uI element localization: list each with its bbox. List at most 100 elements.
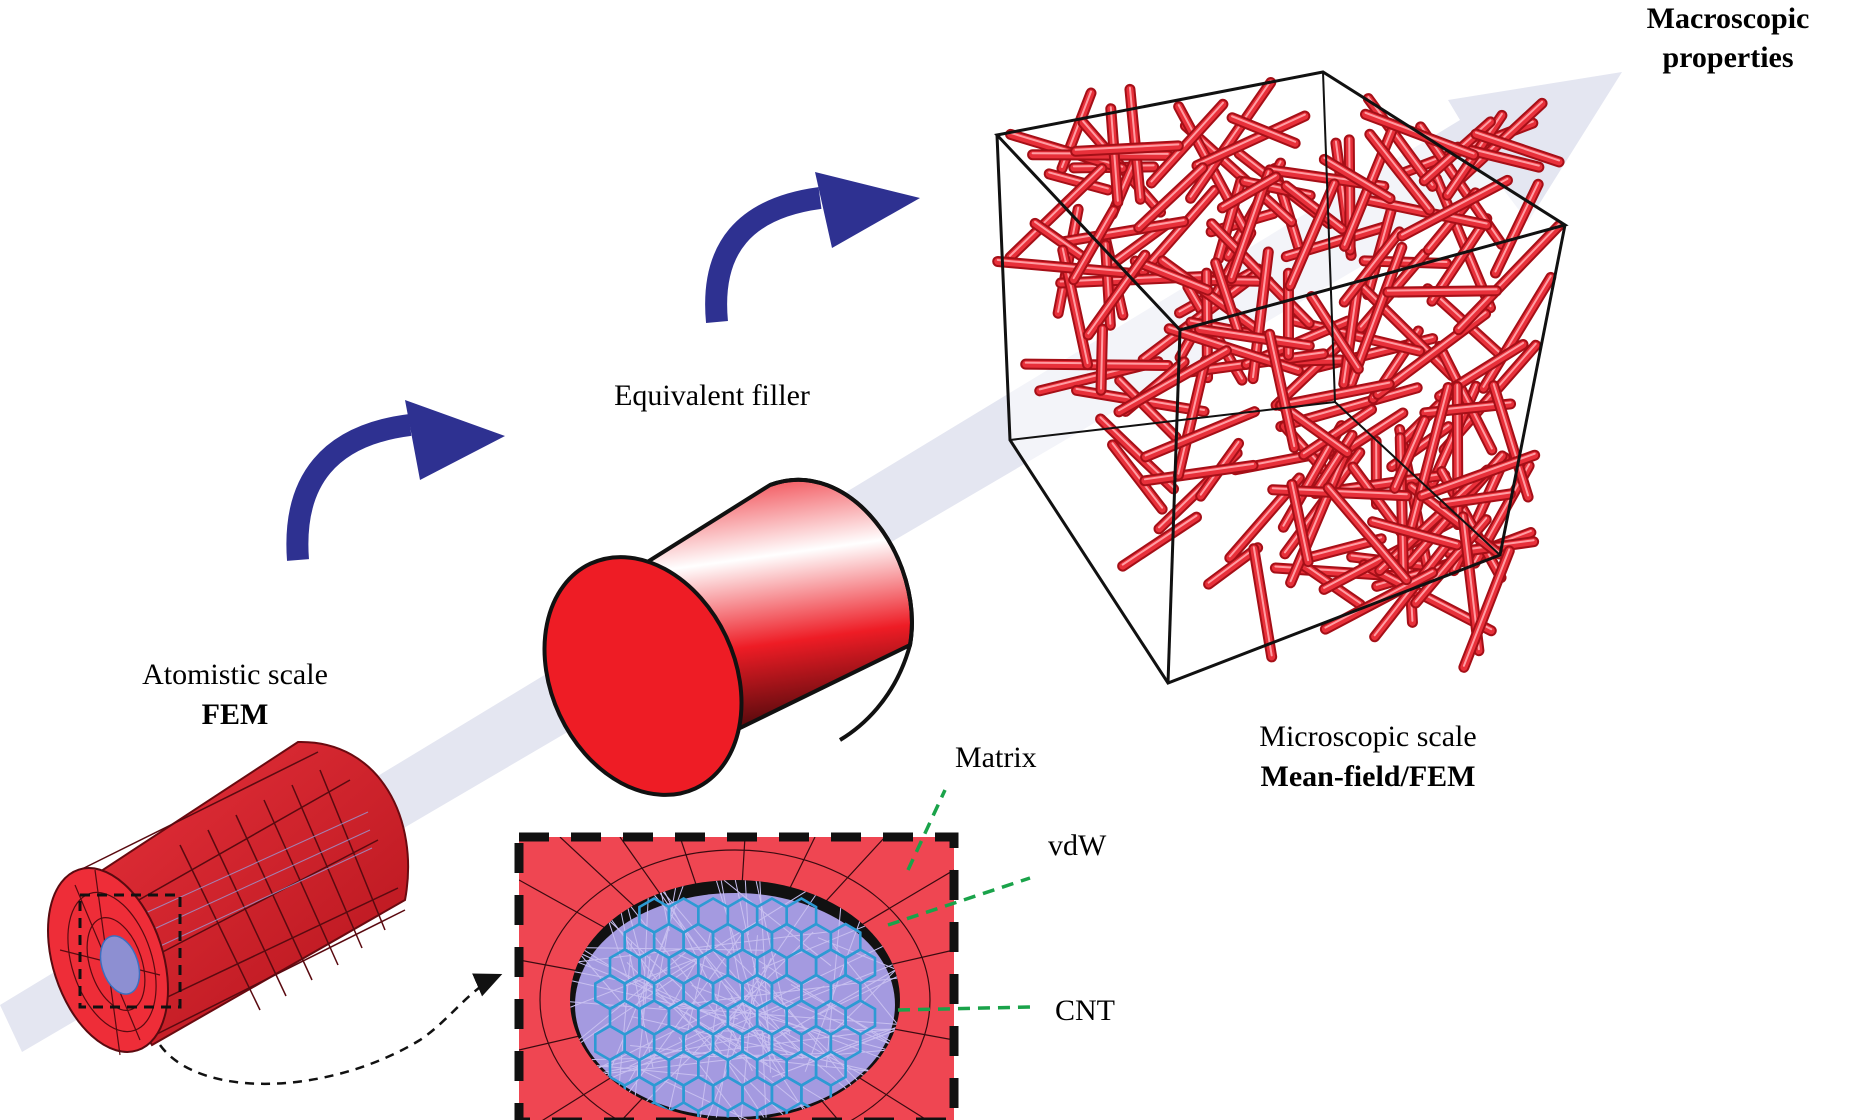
rod xyxy=(1210,257,1244,337)
vdw-link xyxy=(618,942,633,1086)
rod xyxy=(1133,162,1209,234)
rod xyxy=(1226,112,1301,149)
equivalent-filler-cylinder xyxy=(542,477,914,797)
rod xyxy=(1056,216,1190,248)
rod xyxy=(1140,406,1261,463)
vdw-link xyxy=(717,1034,826,1102)
vdw-link xyxy=(825,907,842,1068)
vdw-link xyxy=(685,1011,806,1110)
vdw-link xyxy=(659,892,785,1072)
vdw-link xyxy=(654,1028,896,1060)
vdw-link xyxy=(759,881,772,1073)
vdw-link xyxy=(642,897,649,1015)
vdw-link xyxy=(604,1055,760,1075)
vdw-link xyxy=(804,921,861,1072)
mean-field-fem-label: Mean-field/FEM xyxy=(1261,760,1476,793)
rod xyxy=(1322,482,1413,586)
matrix-label: Matrix xyxy=(955,741,1037,774)
rod xyxy=(1382,285,1503,298)
rod xyxy=(1389,414,1431,494)
vdw-link xyxy=(620,912,654,1068)
fem-cylinder-mesh xyxy=(47,740,410,1056)
macroscopic-label-line1: Macroscopic xyxy=(1647,2,1810,35)
rod xyxy=(1394,432,1410,582)
vdw-link xyxy=(627,908,646,974)
rod xyxy=(1280,180,1348,235)
rod xyxy=(1145,98,1229,189)
rod xyxy=(1338,226,1405,308)
rod xyxy=(1318,153,1396,205)
equivalent-filler-label: Equivalent filler xyxy=(614,379,810,412)
zoom-connector xyxy=(158,973,503,1085)
rod xyxy=(1338,284,1363,390)
rod xyxy=(1286,478,1314,568)
macroscopic-label-line2: properties xyxy=(1662,41,1793,74)
rod xyxy=(1458,545,1515,673)
rod xyxy=(1364,128,1436,216)
rod xyxy=(1113,345,1232,418)
rod xyxy=(1193,323,1315,352)
rod xyxy=(1285,451,1350,589)
rod xyxy=(1117,511,1202,572)
vdw-link xyxy=(744,880,749,936)
atomistic-scale-label: Atomistic scale xyxy=(142,658,328,691)
curved-arrow-1 xyxy=(286,400,505,561)
vdw-link xyxy=(827,970,896,1038)
fem-label: FEM xyxy=(202,698,269,731)
rod xyxy=(1114,375,1182,443)
rod xyxy=(1362,93,1439,192)
rod xyxy=(1405,381,1454,534)
rod xyxy=(1488,380,1534,503)
zoom-inset xyxy=(514,832,959,1120)
vdw-link xyxy=(628,931,744,1093)
rod xyxy=(1129,255,1214,296)
rod xyxy=(1068,204,1120,286)
rod xyxy=(1288,315,1426,357)
rod xyxy=(1137,270,1260,366)
vdw-link xyxy=(631,1016,869,1071)
vdw-link xyxy=(730,995,804,1110)
rod xyxy=(1434,340,1498,456)
rod xyxy=(1191,110,1311,172)
vdw-link xyxy=(611,919,716,1058)
rod xyxy=(1264,328,1300,454)
rod xyxy=(1396,174,1513,242)
rod xyxy=(1139,459,1259,487)
rod xyxy=(1438,488,1516,510)
vdw-link xyxy=(570,952,711,1008)
cnt-hexagon xyxy=(755,1100,789,1120)
vdw-link xyxy=(723,880,832,967)
cnt-label: CNT xyxy=(1055,994,1115,1027)
rod xyxy=(1137,185,1220,278)
vdw-link xyxy=(654,894,789,1056)
vdw-link xyxy=(703,1000,886,1050)
rod xyxy=(1311,429,1358,495)
rod xyxy=(1082,249,1151,341)
curved-arrow-2 xyxy=(705,172,920,324)
rod xyxy=(1043,168,1114,196)
rod xyxy=(1489,178,1544,279)
rod xyxy=(1298,404,1378,461)
vdw-link xyxy=(629,946,883,1067)
rod xyxy=(1029,217,1092,265)
vdw-link xyxy=(771,964,893,1013)
vdw-link xyxy=(646,931,814,1102)
callout-lines xyxy=(887,789,1031,1012)
vdw-link xyxy=(630,1045,869,1072)
rod xyxy=(1004,162,1108,263)
rod xyxy=(1452,220,1565,336)
vdw-link xyxy=(586,947,765,951)
zoom-selection-box xyxy=(78,893,182,1009)
vdw-link xyxy=(581,955,626,1008)
vdw-link xyxy=(715,880,771,1056)
rod xyxy=(1216,171,1282,214)
vdw-link xyxy=(752,965,852,1086)
vdw-link xyxy=(580,960,701,1043)
vdw-link xyxy=(596,1065,704,1077)
rod xyxy=(1248,543,1278,663)
vdw-link xyxy=(598,1025,800,1068)
rod xyxy=(1306,291,1364,375)
rod xyxy=(1095,323,1109,396)
vdw-link xyxy=(761,1028,767,1118)
